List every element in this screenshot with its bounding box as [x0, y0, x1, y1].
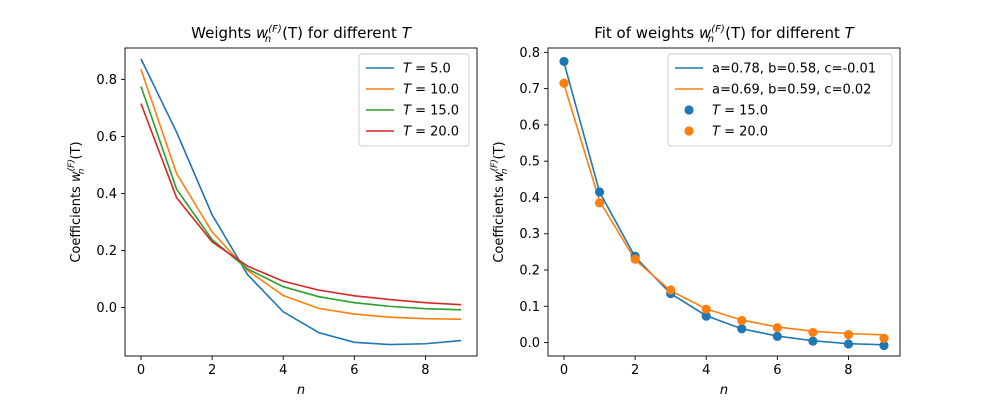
legend-label: a=0.78, b=0.58, c=-0.01 [712, 62, 876, 77]
x-tick-label: 8 [421, 363, 429, 378]
data-point [737, 324, 747, 334]
data-point [594, 198, 605, 208]
data-point [701, 311, 711, 321]
data-point [594, 187, 605, 197]
chart-title: Fit of weights w(F) n (T) for different T [594, 24, 855, 45]
legend-label: T = 15.0 [403, 104, 459, 119]
data-point [737, 315, 747, 326]
x-tick-label: 0 [560, 363, 568, 378]
series-line-4 [140, 103, 462, 306]
data-point [808, 327, 818, 338]
y-tick-label: 0.5 [519, 155, 540, 170]
chart-title: Weights w(F) n (T) for different T [191, 24, 413, 45]
y-tick-label: 0.4 [519, 191, 540, 206]
data-point [772, 331, 782, 342]
legend-label: T = 10.0 [403, 83, 459, 98]
legend: T = 5.0 T = 10.0 T = 15.0 T = 20.0 [358, 53, 470, 147]
legend: a=0.78, b=0.58, c=-0.01 a=0.69, b=0.59, c… [667, 53, 893, 147]
y-axis-label: Coefficients w(F)n(T) [490, 141, 510, 262]
x-tick-label: 4 [279, 363, 287, 378]
y-tick-label: 0.0 [96, 301, 117, 316]
y-tick-label: 0.1 [519, 300, 540, 315]
series-line-1 [140, 58, 462, 346]
x-tick-label: 2 [208, 363, 216, 378]
data-point [701, 304, 711, 314]
series-line-2 [563, 84, 885, 336]
y-tick-label: 0.0 [519, 336, 540, 351]
data-point [559, 56, 569, 67]
chart-2: 0 2 4 6 8 0.0 0.1 0.2 0.3 0.4 0.5 0.6 0.7 0.8 Fit of w… [490, 24, 901, 398]
y-tick-label: 0.2 [96, 244, 117, 259]
legend-box [667, 53, 893, 147]
axes-frame [124, 47, 478, 357]
legend-swatch-marker [684, 126, 694, 136]
data-point [879, 340, 889, 351]
data-point [772, 323, 782, 333]
data-point [843, 330, 854, 340]
data-point [843, 339, 854, 349]
series-line-1 [563, 62, 885, 346]
data-point [879, 333, 889, 343]
y-tick-label: 0.6 [519, 118, 540, 133]
x-tick-label: 6 [350, 363, 358, 378]
legend-label: T = 5.0 [403, 62, 451, 77]
series-line-2 [140, 69, 462, 321]
y-tick-label: 0.3 [519, 227, 540, 242]
legend-label: T = 20.0 [403, 125, 459, 140]
legend-label: T = 15.0 [712, 104, 768, 119]
x-tick-label: 8 [844, 363, 852, 378]
x-axis-label: n [297, 383, 305, 398]
legend-box [358, 53, 470, 147]
data-point [808, 336, 818, 346]
y-tick-label: 0.7 [519, 82, 540, 97]
series-line-3 [140, 86, 462, 311]
legend-label: a=0.69, b=0.59, c=0.02 [712, 83, 871, 98]
data-point [630, 254, 640, 264]
y-tick-label: 0.2 [519, 264, 540, 279]
x-tick-label: 2 [631, 363, 639, 378]
data-point [559, 78, 569, 88]
x-axis-label: n [720, 383, 728, 398]
chart-1: 0 2 4 6 8 0.0 0.2 0.4 0.6 0.8 Weights w(F) n (T) for… [67, 24, 478, 398]
y-tick-label: 0.4 [96, 187, 117, 202]
axes-frame [547, 47, 901, 357]
y-tick-label: 0.8 [96, 73, 117, 88]
x-tick-label: 0 [137, 363, 145, 378]
y-tick-label: 0.6 [96, 130, 117, 145]
y-axis-label: Coefficients w(F)n(T) [67, 141, 87, 262]
y-tick-label: 0.8 [519, 46, 540, 61]
legend-swatch-marker [684, 105, 694, 115]
x-tick-label: 4 [702, 363, 710, 378]
data-point [666, 285, 676, 295]
legend-label: T = 20.0 [712, 125, 768, 140]
x-tick-label: 6 [773, 363, 781, 378]
